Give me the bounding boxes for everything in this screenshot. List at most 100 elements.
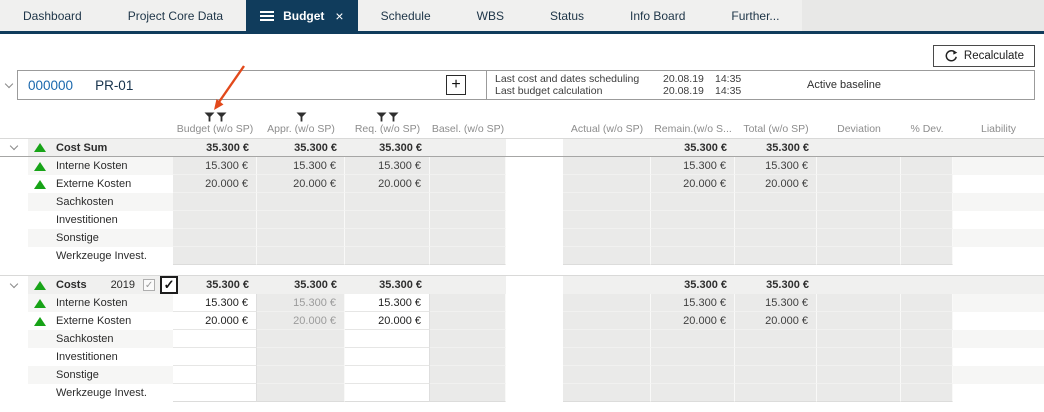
cell-budget[interactable] — [173, 348, 257, 366]
cell-req[interactable] — [345, 348, 430, 366]
section-row-cost-sum: Cost Sum 35.300 € 35.300 € 35.300 € 35.3… — [0, 138, 1044, 157]
filter-icon — [216, 112, 226, 122]
cell-total — [735, 211, 817, 229]
cell-remain — [651, 330, 735, 348]
cell-budget: 35.300 € — [173, 276, 257, 294]
cell-budget[interactable] — [173, 384, 257, 402]
cell-req[interactable] — [345, 384, 430, 402]
column-header-deviation[interactable]: Deviation — [837, 123, 881, 135]
hamburger-menu-icon[interactable] — [260, 9, 275, 23]
section-collapse-chevron[interactable] — [0, 139, 28, 156]
cell-pdev — [901, 366, 953, 384]
row-label: Sonstige — [56, 232, 99, 244]
cell-actual — [563, 139, 651, 156]
info-label: Last budget calculation — [495, 85, 603, 97]
column-header-basel[interactable]: Basel. (w/o SP) — [431, 123, 505, 135]
cell-deviation — [817, 211, 901, 229]
recalculate-button[interactable]: Recalculate — [932, 45, 1035, 67]
table-row: Interne Kosten 15.300 €15.300 €15.300 €15… — [0, 157, 1044, 175]
cell-deviation — [817, 294, 901, 312]
info-date: 20.08.19 — [663, 85, 704, 97]
table-row: Externe Kosten 20.000 €20.000 €20.000 €20… — [0, 175, 1044, 193]
column-header-pdev[interactable]: % Dev. — [910, 123, 944, 135]
cell-pdev — [901, 139, 953, 156]
tab-schedule[interactable]: Schedule — [380, 8, 431, 23]
cell-remain — [651, 366, 735, 384]
column-header-appr[interactable]: Appr. (w/o SP) — [257, 110, 345, 138]
cell-remain — [651, 229, 735, 247]
cell-actual — [563, 276, 651, 294]
cell-budget[interactable]: 15.300 € — [173, 294, 257, 312]
section-rows-costs-2019: Interne Kosten 15.300 €15.300 €15.300 €15… — [0, 294, 1044, 402]
cell-liability — [953, 247, 1044, 265]
cell-total — [735, 348, 817, 366]
cell-deviation — [817, 157, 901, 175]
column-header-req[interactable]: Req. (w/o SP) — [345, 110, 430, 138]
tab-dashboard[interactable]: Dashboard — [23, 8, 82, 23]
cell-total: 15.300 € — [735, 294, 817, 312]
table-row: Investitionen — [0, 211, 1044, 229]
cell-gap — [506, 157, 563, 175]
check-icon: ✓ — [144, 279, 154, 291]
cell-deviation — [817, 229, 901, 247]
row-gutter — [0, 384, 28, 402]
tab-info-board[interactable]: Info Board — [630, 8, 686, 23]
column-header-remain[interactable]: Remain.(w/o S... — [654, 123, 732, 135]
cell-req[interactable]: 15.300 € — [345, 294, 430, 312]
filter-icon — [376, 112, 387, 122]
cell-budget[interactable] — [173, 366, 257, 384]
column-header-total[interactable]: Total (w/o SP) — [743, 123, 809, 135]
column-header-actual[interactable]: Actual (w/o SP) — [570, 123, 644, 135]
cell-remain: 35.300 € — [651, 276, 735, 294]
cell-total: 35.300 € — [735, 139, 817, 156]
cell-liability — [953, 276, 1044, 294]
tab-project-core-data[interactable]: Project Core Data — [127, 8, 224, 23]
cell-actual — [563, 211, 651, 229]
cell-gap — [506, 312, 563, 330]
column-header-liability[interactable]: Liability — [980, 123, 1017, 135]
trend-up-icon — [34, 179, 46, 189]
cell-deviation — [817, 384, 901, 402]
cell-pdev — [901, 157, 953, 175]
row-gutter — [0, 312, 28, 330]
trend-up-icon — [34, 143, 46, 152]
add-button[interactable]: + — [446, 75, 466, 95]
project-identity: 000000 PR-01 + — [18, 71, 486, 99]
tab-budget[interactable]: Budget × — [246, 0, 358, 31]
cell-actual — [563, 193, 651, 211]
project-info-panel: Last cost and dates scheduling 20.08.19 … — [486, 71, 1034, 99]
cell-req[interactable]: 20.000 € — [345, 312, 430, 330]
cell-actual — [563, 384, 651, 402]
year-label: 2019 — [110, 279, 136, 291]
trend-up-icon — [34, 161, 46, 171]
row-gutter — [0, 294, 28, 312]
cell-basel — [430, 294, 506, 312]
cell-req[interactable] — [345, 366, 430, 384]
cell-req[interactable] — [345, 330, 430, 348]
row-label-cell: Investitionen — [28, 348, 173, 366]
section-collapse-chevron[interactable] — [0, 276, 28, 294]
cell-appr: 15.300 € — [257, 294, 345, 312]
cell-appr: 15.300 € — [257, 157, 345, 175]
year-checkbox[interactable]: ✓ — [160, 276, 179, 294]
close-tab-icon[interactable]: × — [335, 7, 344, 24]
cell-remain: 20.000 € — [651, 175, 735, 193]
cell-basel — [430, 276, 506, 294]
column-header-budget[interactable]: Budget (w/o SP) — [173, 110, 257, 138]
cell-gap — [506, 384, 563, 402]
chevron-down-icon — [9, 279, 19, 288]
cell-budget[interactable]: 20.000 € — [173, 312, 257, 330]
cell-req: 15.300 € — [345, 157, 430, 175]
project-number[interactable]: 000000 — [28, 77, 74, 93]
cell-remain: 35.300 € — [651, 139, 735, 156]
tab-status[interactable]: Status — [550, 8, 585, 23]
project-code[interactable]: PR-01 — [95, 77, 134, 93]
tab-further[interactable]: Further... — [731, 8, 780, 23]
project-collapse-chevron[interactable] — [0, 79, 17, 88]
cell-budget — [173, 193, 257, 211]
cell-budget[interactable] — [173, 330, 257, 348]
tab-wbs[interactable]: WBS — [476, 8, 504, 23]
cell-liability — [953, 193, 1044, 211]
cell-appr — [257, 247, 345, 265]
tabbar-underline — [0, 31, 1044, 34]
